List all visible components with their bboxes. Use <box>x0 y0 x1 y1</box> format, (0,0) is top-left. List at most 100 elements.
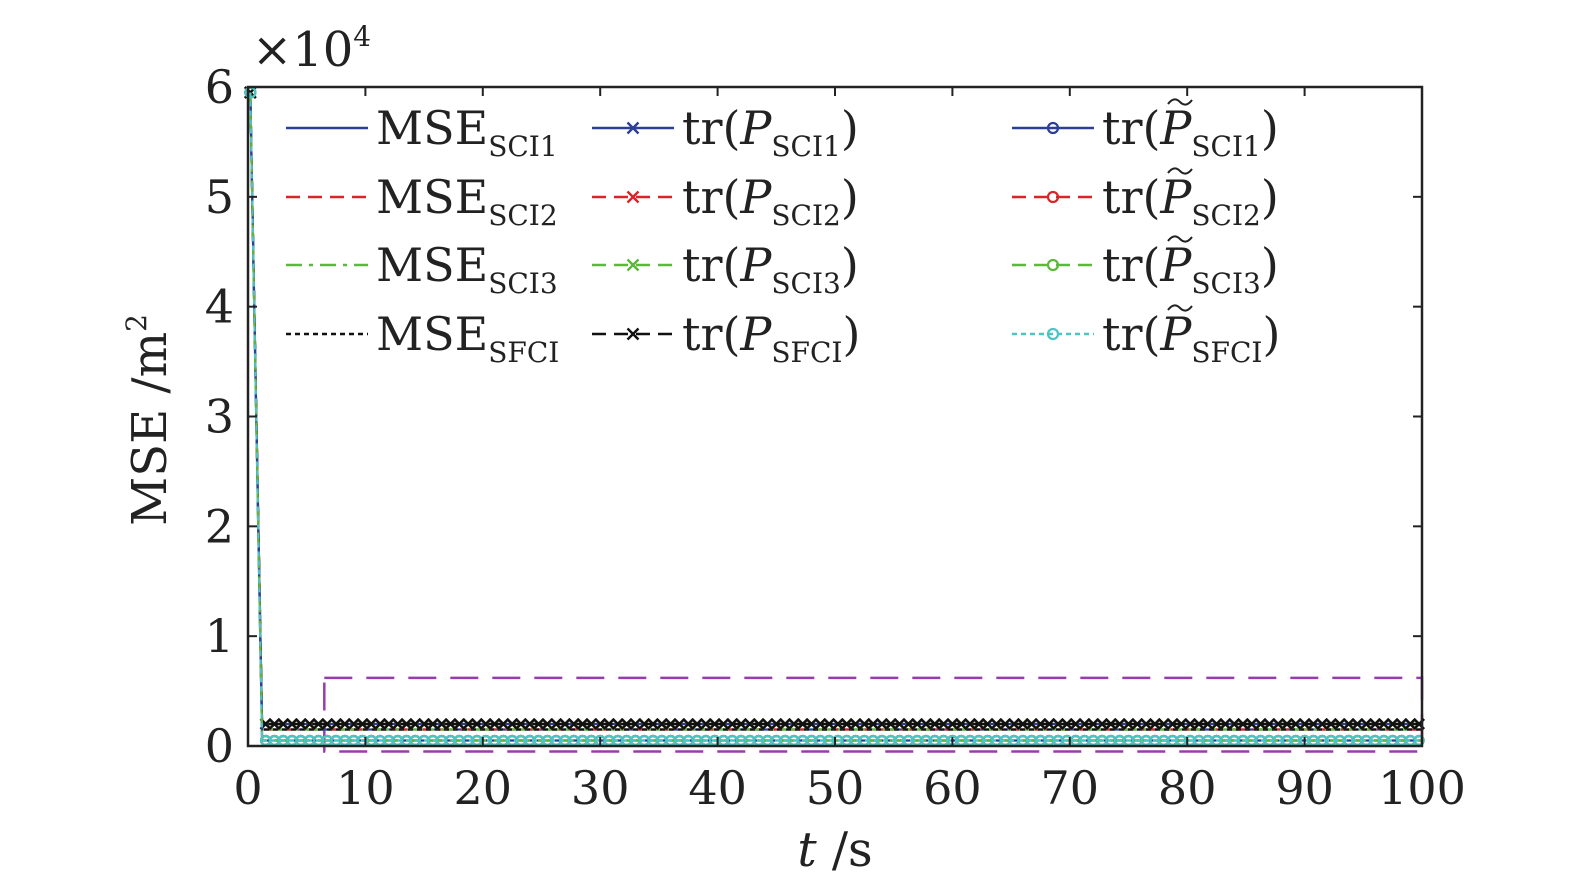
legend-label: MSESFCI <box>376 307 559 369</box>
marker-circle <box>1046 327 1060 341</box>
marker-x <box>990 718 1003 730</box>
marker-x <box>626 190 640 204</box>
marker-x <box>752 718 765 730</box>
marker-x <box>876 718 888 730</box>
marker-x <box>603 718 615 730</box>
x-tick-label: 40 <box>688 761 747 815</box>
marker-x <box>655 718 668 730</box>
series-3 <box>249 92 1422 731</box>
marker-x <box>823 718 835 730</box>
marker-x <box>1201 718 1214 730</box>
marker-x <box>1149 718 1161 730</box>
marker-x <box>840 718 853 730</box>
x-tick-label: 70 <box>1041 761 1100 815</box>
marker-x <box>620 718 633 730</box>
marker-x <box>626 121 640 135</box>
legend-tilde <box>1167 167 1193 175</box>
marker-x <box>1157 718 1170 730</box>
marker-x <box>1404 718 1417 730</box>
marker-x <box>1210 718 1223 730</box>
marker-x <box>626 258 640 272</box>
legend-label: tr(PSCI3) <box>682 238 859 300</box>
x-tick-label: 0 <box>233 761 262 815</box>
legend-label: MSESCI1 <box>376 101 558 163</box>
y-tick-label: 4 <box>205 280 234 334</box>
marker-x <box>303 718 316 730</box>
marker-x <box>339 718 351 730</box>
marker-x <box>347 718 360 730</box>
marker-circle <box>1046 258 1060 272</box>
legend-label: MSESCI2 <box>376 170 558 232</box>
marker-x <box>937 718 950 730</box>
marker-x <box>1140 718 1152 730</box>
marker-x <box>576 718 589 730</box>
axes-layer: 0 10 20 30 40 50 60 70 80 90 100 0 1 2 3 4 5 6 <box>205 60 1466 815</box>
series-line <box>249 92 1422 726</box>
marker-x <box>1175 718 1188 730</box>
marker-x <box>1078 718 1091 730</box>
marker-x <box>1193 718 1205 730</box>
marker-x <box>708 718 721 730</box>
marker-x <box>391 718 404 730</box>
marker-x <box>664 718 677 730</box>
marker-x <box>1377 718 1390 730</box>
x-axis-label-unit: /s <box>817 822 873 878</box>
marker-x <box>418 718 430 730</box>
marker-x <box>1025 718 1038 730</box>
legend-item-5: tr(PSCI2) <box>592 170 859 232</box>
marker-x <box>479 718 492 730</box>
y-axis-multiplier: ×104 <box>252 20 371 78</box>
marker-x <box>638 718 651 730</box>
x-tick-label: 30 <box>571 761 630 815</box>
y-axis-multiplier-base: ×10 <box>252 22 353 78</box>
marker-x <box>365 718 378 730</box>
legend-item-4: tr(PSCI1) <box>592 101 859 163</box>
y-tick-label: 2 <box>205 499 234 553</box>
marker-x <box>1069 718 1082 730</box>
legend-tilde <box>1167 98 1193 106</box>
marker-x <box>673 718 686 730</box>
x-axis-label: t /s <box>797 822 872 878</box>
legend-tilde <box>1167 235 1193 243</box>
y-axis-multiplier-exponent: 4 <box>353 20 371 53</box>
marker-x <box>435 718 448 730</box>
y-tick-label: 3 <box>205 390 234 444</box>
x-tick-label: 90 <box>1275 761 1334 815</box>
legend-item-6: tr(PSCI3) <box>592 238 859 300</box>
marker-x <box>1166 718 1179 730</box>
marker-x <box>1008 718 1020 730</box>
marker-x <box>1298 718 1311 730</box>
marker-x <box>1333 718 1346 730</box>
marker-x <box>972 718 985 730</box>
legend-label: tr(PSCI1) <box>682 101 859 163</box>
marker-x <box>981 718 994 730</box>
legend-label: tr(PSCI2) <box>682 170 859 232</box>
marker-x <box>946 718 959 730</box>
y-tick-label: 0 <box>205 719 234 773</box>
marker-x <box>902 718 915 730</box>
x-tick-label: 50 <box>806 761 865 815</box>
marker-x <box>268 718 281 730</box>
marker-x <box>515 718 527 730</box>
legend-item-2: MSESCI3 <box>286 238 558 300</box>
legend-item-10: tr(PSCI3) <box>1012 235 1279 300</box>
marker-x <box>330 718 342 730</box>
marker-x <box>691 718 703 730</box>
marker-x <box>1052 718 1064 730</box>
marker-x <box>594 718 607 730</box>
marker-x <box>356 718 369 730</box>
series-7 <box>243 86 1425 730</box>
marker-x <box>567 718 580 730</box>
marker-x <box>999 718 1012 730</box>
marker-x <box>796 718 809 730</box>
legend-item-3: MSESFCI <box>286 307 559 369</box>
marker-x <box>788 718 800 730</box>
marker-x <box>1263 718 1276 730</box>
x-tick-label: 80 <box>1158 761 1217 815</box>
series-line <box>249 92 1422 731</box>
marker-x <box>911 718 924 730</box>
marker-x <box>964 718 976 730</box>
